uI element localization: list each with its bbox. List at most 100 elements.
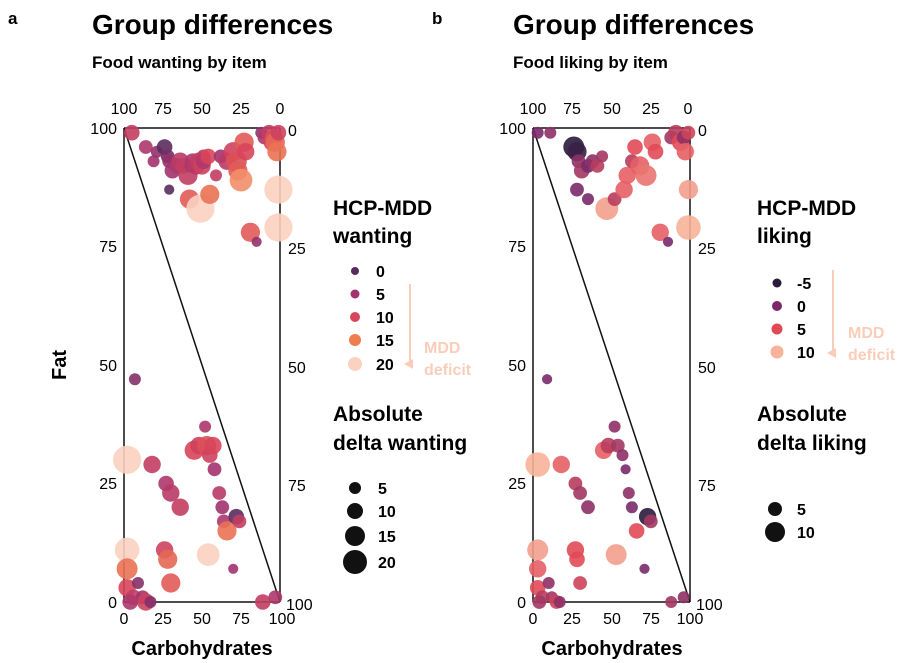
data-point — [573, 576, 587, 590]
right-tick-label: 25 — [288, 241, 306, 258]
legend-swatch-15 — [349, 334, 361, 346]
data-point — [138, 140, 153, 154]
data-point — [171, 498, 189, 516]
top-tick-label: 0 — [684, 101, 693, 118]
data-point — [542, 374, 553, 385]
right-tick-label: 50 — [698, 360, 716, 377]
x-tick-label: 50 — [193, 611, 211, 628]
data-point — [158, 549, 178, 569]
color-legend-title: HCP-MDD — [757, 197, 856, 220]
data-point — [676, 143, 694, 161]
data-point — [681, 125, 696, 140]
data-point — [573, 486, 587, 500]
data-point — [581, 500, 595, 515]
size-legend-label: 5 — [797, 502, 806, 519]
legend-label: 5 — [797, 322, 806, 339]
data-point — [615, 180, 633, 199]
data-point — [212, 486, 227, 500]
data-point — [605, 544, 627, 566]
panel-a-title: Group differences — [92, 9, 333, 40]
data-point — [552, 455, 570, 474]
data-point — [678, 180, 699, 200]
right-tick-label: 100 — [286, 597, 313, 614]
y-tick-label: 50 — [99, 358, 117, 375]
deficit-label: MDD — [848, 325, 884, 342]
right-tick-label: 25 — [698, 241, 716, 258]
data-point — [639, 563, 650, 574]
data-point — [590, 159, 605, 173]
data-point — [553, 596, 566, 608]
legend-swatch-20 — [348, 357, 362, 371]
color-legend-title: HCP-MDD — [333, 197, 432, 220]
size-swatch — [343, 550, 367, 574]
data-point — [200, 184, 220, 204]
panel-b-title: Group differences — [513, 9, 754, 40]
x-tick-label: 100 — [677, 611, 704, 628]
size-swatch — [765, 522, 785, 542]
legend-label: 20 — [376, 357, 394, 374]
data-point — [662, 236, 674, 247]
data-point — [254, 594, 271, 610]
data-point — [525, 452, 550, 477]
size-swatch — [347, 503, 363, 519]
right-tick-label: 0 — [698, 123, 707, 140]
data-point — [229, 168, 253, 192]
size-swatch — [768, 502, 782, 516]
legend-label: 15 — [376, 333, 394, 350]
size-legend-label: 5 — [378, 481, 387, 498]
data-point — [162, 484, 180, 502]
data-point — [531, 126, 544, 139]
top-tick-label: 100 — [520, 101, 547, 118]
data-point — [643, 514, 658, 529]
data-point — [161, 573, 181, 593]
data-point — [677, 591, 690, 604]
data-point — [608, 420, 621, 433]
panel-a-color-legend: HCP-MDD wanting 0 5 10 15 20 MDD deficit — [332, 197, 472, 379]
size-swatch — [345, 526, 365, 546]
data-point — [647, 143, 664, 160]
y-tick-label: 100 — [499, 121, 526, 138]
x-tick-label: 0 — [529, 611, 538, 628]
panel-b-color-legend: HCP-MDD liking -5 0 5 10 MDD deficit — [757, 197, 896, 364]
data-point — [618, 166, 636, 185]
data-point — [199, 420, 212, 433]
x-tick-label: 0 — [120, 611, 129, 628]
top-tick-label: 100 — [111, 101, 138, 118]
panel-a-size-legend: Absolute delta wanting 5 10 15 20 — [333, 403, 467, 574]
data-point — [147, 155, 160, 168]
data-point — [200, 148, 216, 165]
legend-swatch--5 — [772, 278, 782, 288]
y-axis-label: Fat — [49, 350, 71, 380]
data-point — [582, 193, 594, 206]
panel-b-plot-area: 0 25 50 75 100 100 75 50 25 0 0 25 50 75… — [499, 101, 723, 660]
panel-b-size-legend: Absolute delta liking 5 10 — [757, 403, 867, 542]
legend-swatch-0 — [772, 301, 782, 311]
x-tick-label: 25 — [563, 611, 581, 628]
size-legend-label: 10 — [797, 525, 815, 542]
data-point — [124, 124, 140, 141]
right-tick-label: 50 — [288, 360, 306, 377]
x-tick-label: 50 — [603, 611, 621, 628]
data-point — [527, 539, 549, 561]
data-point — [610, 438, 625, 453]
legend-swatch-5 — [350, 289, 360, 299]
data-point — [113, 445, 142, 474]
data-point — [132, 577, 144, 589]
y-tick-label: 75 — [508, 239, 526, 256]
size-swatch — [349, 482, 361, 494]
legend-swatch-10 — [350, 312, 360, 322]
data-point — [616, 449, 629, 462]
data-point — [207, 462, 222, 477]
size-legend-title: Absolute — [757, 403, 847, 426]
data-point — [237, 143, 255, 161]
data-point — [569, 551, 585, 568]
data-point — [627, 139, 643, 155]
data-point — [143, 455, 161, 474]
data-point — [204, 436, 222, 455]
panel-b-points — [525, 124, 701, 609]
data-point — [164, 184, 175, 195]
legend-swatch-5 — [771, 323, 783, 335]
data-point — [628, 523, 645, 539]
top-tick-label: 50 — [603, 101, 621, 118]
data-point — [122, 594, 138, 610]
